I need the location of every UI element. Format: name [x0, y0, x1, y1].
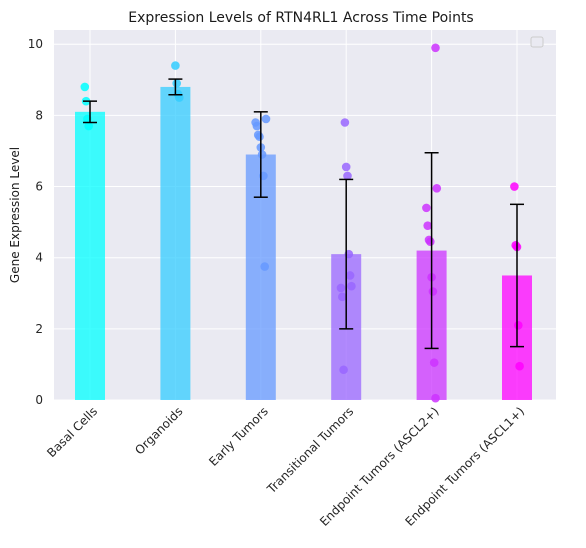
data-point — [343, 171, 352, 181]
data-point — [171, 61, 180, 70]
data-point — [255, 132, 264, 142]
data-point — [426, 237, 435, 246]
y-tick-label: 8 — [35, 108, 43, 122]
y-tick-label: 6 — [35, 180, 43, 194]
y-tick-label: 0 — [35, 393, 43, 407]
x-tick-label: Organoids — [132, 404, 185, 457]
data-point — [429, 358, 439, 367]
y-ticks: 0 2 4 6 8 10 — [28, 37, 43, 407]
x-tick-label: Basal Cells — [44, 404, 100, 460]
data-point — [252, 121, 262, 131]
bars — [75, 86, 532, 401]
y-tick-label: 2 — [35, 322, 43, 336]
bar — [160, 86, 191, 400]
data-point — [347, 281, 356, 291]
data-point — [345, 271, 355, 280]
bar — [75, 111, 105, 401]
data-point — [515, 361, 524, 371]
data-point — [423, 221, 433, 230]
error-bars — [83, 78, 524, 350]
data-point — [510, 182, 519, 191]
data-point — [339, 365, 348, 375]
data-point — [80, 82, 90, 92]
plot-area — [54, 30, 556, 400]
x-tick-label: Transitional Tumors — [264, 404, 357, 497]
chart-title: Expression Levels of RTN4RL1 Across Time… — [128, 10, 473, 26]
x-tick-label: Early Tumors — [206, 404, 271, 469]
data-point — [261, 114, 271, 124]
data-point — [422, 203, 431, 213]
data-point — [338, 292, 347, 302]
data-point — [257, 150, 267, 159]
data-point — [431, 393, 440, 403]
y-axis-label: Gene Expression Level — [8, 147, 22, 283]
data-point — [340, 118, 350, 127]
data-point — [431, 43, 440, 53]
legend-box — [530, 36, 544, 48]
data-point — [260, 262, 270, 271]
y-tick-label: 10 — [28, 37, 43, 51]
data-point — [432, 184, 442, 193]
x-ticks: Basal Cells Organoids Early TumorsTransiti… — [44, 404, 527, 529]
data-point — [341, 162, 351, 172]
data-point — [514, 320, 523, 330]
data-point — [336, 283, 346, 293]
data-point — [428, 287, 438, 296]
data-point — [84, 121, 93, 131]
data-point — [172, 79, 181, 88]
y-tick-label: 4 — [35, 251, 43, 265]
